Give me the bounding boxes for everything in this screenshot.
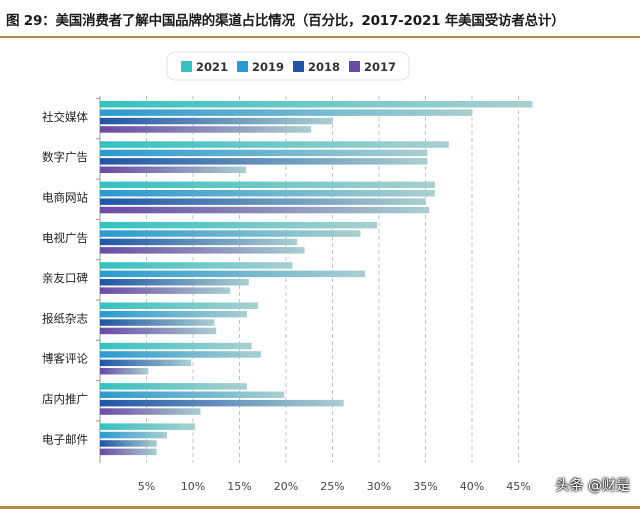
x-tick-20: 20% <box>274 480 298 493</box>
bar-电商网站-2017 <box>100 206 430 214</box>
x-tick-25: 25% <box>320 480 344 493</box>
category-label-亲友口碑: 亲友口碑 <box>42 271 88 285</box>
bar-数字广告-2021 <box>100 141 449 148</box>
bar-亲友口碑-2018 <box>100 279 249 286</box>
bar-店内推广-2021 <box>100 383 247 390</box>
legend-swatch-2021 <box>181 61 192 72</box>
bar-数字广告-2018 <box>100 158 428 165</box>
legend-label-2021: 2021 <box>196 60 228 74</box>
bar-亲友口碑-2021 <box>100 262 293 269</box>
x-tick-15: 15% <box>227 480 251 493</box>
x-tick-35: 35% <box>413 480 437 493</box>
bar-电商网站-2021 <box>100 181 435 189</box>
x-tick-40: 40% <box>460 480 484 493</box>
category-label-店内推广: 店内推广 <box>42 392 88 406</box>
bar-店内推广-2019 <box>100 391 285 398</box>
bar-电商网站-2019 <box>100 190 435 197</box>
category-label-博客评论: 博客评论 <box>42 352 88 366</box>
legend-box <box>166 51 410 81</box>
bar-电子邮件-2017 <box>100 448 157 456</box>
legend-label-2018: 2018 <box>308 60 340 74</box>
bar-社交媒体-2019 <box>100 109 472 116</box>
legend-label-2019: 2019 <box>252 60 284 74</box>
bar-博客评论-2018 <box>100 359 192 367</box>
x-tick-30: 30% <box>367 480 391 493</box>
bar-数字广告-2017 <box>100 166 247 173</box>
bottom-accent-line <box>0 506 640 509</box>
bar-电视广告-2021 <box>100 221 378 229</box>
legend-swatch-2017 <box>349 61 360 72</box>
category-label-报纸杂志: 报纸杂志 <box>42 311 88 325</box>
watermark: 头条 @财是 <box>555 478 630 494</box>
bar-电子邮件-2021 <box>100 423 195 430</box>
bar-店内推广-2018 <box>100 399 344 407</box>
category-label-电视广告: 电视广告 <box>42 231 88 245</box>
bar-数字广告-2019 <box>100 149 428 157</box>
legend: 2021 2019 2018 2017 <box>166 51 410 81</box>
category-label-电子邮件: 电子邮件 <box>42 432 88 446</box>
legend-label-2017: 2017 <box>364 60 396 74</box>
category-label-数字广告: 数字广告 <box>42 150 88 164</box>
x-tick-45: 45% <box>506 480 530 493</box>
bar-博客评论-2021 <box>100 342 252 350</box>
bar-博客评论-2017 <box>100 368 149 375</box>
bar-博客评论-2019 <box>100 351 261 358</box>
bar-报纸杂志-2018 <box>100 319 215 326</box>
legend-swatch-2019 <box>237 61 248 72</box>
bar-亲友口碑-2017 <box>100 287 231 294</box>
bar-报纸杂志-2021 <box>100 302 259 309</box>
bar-电商网站-2018 <box>100 198 426 205</box>
bar-电视广告-2018 <box>100 238 298 246</box>
category-label-电商网站: 电商网站 <box>42 190 88 204</box>
bars <box>100 101 533 456</box>
bar-电子邮件-2018 <box>100 440 157 447</box>
bar-店内推广-2017 <box>100 408 201 415</box>
x-tick-5: 5% <box>138 480 155 493</box>
figure-title: 图 29：美国消费者了解中国品牌的渠道占比情况（百分比，2017-2021 年美… <box>6 13 565 29</box>
bar-社交媒体-2021 <box>100 101 533 108</box>
bar-电视广告-2017 <box>100 247 305 254</box>
bar-电视广告-2019 <box>100 230 361 237</box>
bar-亲友口碑-2019 <box>100 270 366 278</box>
bar-社交媒体-2018 <box>100 117 333 125</box>
legend-swatch-2018 <box>293 61 304 72</box>
bar-社交媒体-2017 <box>100 126 312 133</box>
bar-报纸杂志-2019 <box>100 310 247 318</box>
x-tick-10: 10% <box>181 480 205 493</box>
title-bar: 图 29：美国消费者了解中国品牌的渠道占比情况（百分比，2017-2021 年美… <box>0 0 640 38</box>
x-tick-labels: 5% 10% 15% 20% 25% 30% 35% 40% 45% <box>138 480 531 493</box>
bar-报纸杂志-2017 <box>100 327 217 335</box>
category-label-社交媒体: 社交媒体 <box>42 110 88 124</box>
bar-电子邮件-2019 <box>100 431 167 439</box>
